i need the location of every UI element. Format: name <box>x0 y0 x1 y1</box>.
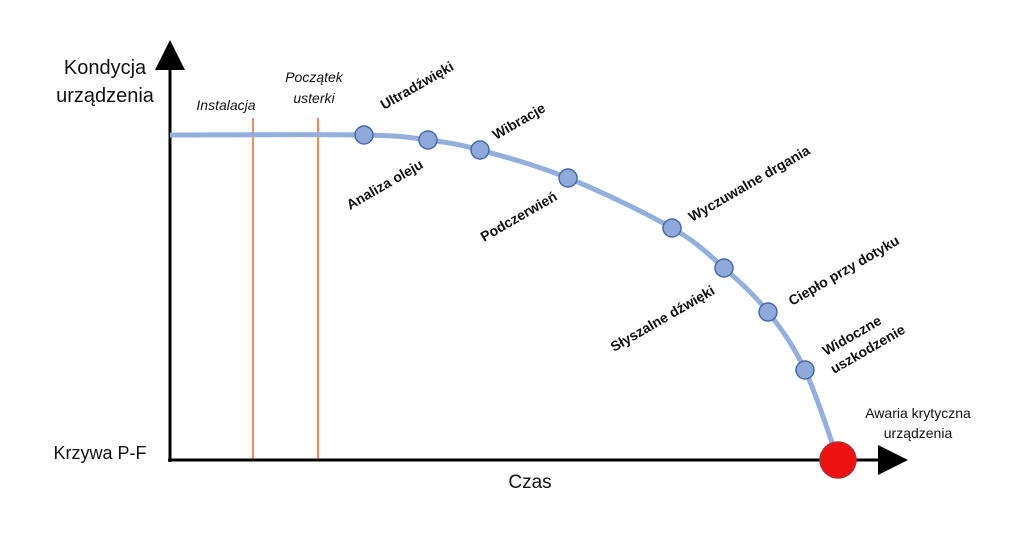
event-label: usterki <box>293 90 335 106</box>
failure-point <box>819 441 857 479</box>
node-label: Wyczuwalne drgania <box>686 142 813 225</box>
node-label: Ciepło przy dotyku <box>786 232 902 308</box>
node-point <box>418 130 438 150</box>
node-point <box>662 218 682 238</box>
node-label: Ultradźwięki <box>378 58 457 113</box>
node-label: Wibracje <box>490 100 549 143</box>
node-point <box>795 360 815 380</box>
failure-label: Awaria krytyczna <box>865 405 971 421</box>
event-label: Instalacja <box>196 97 255 113</box>
y-axis-label: Kondycja <box>64 57 147 79</box>
node-point <box>558 168 578 188</box>
node-label: Analiza oleju <box>344 156 426 213</box>
node-label: Słyszalne dźwięki <box>608 282 718 355</box>
x-axis-label: Czas <box>508 472 551 493</box>
failure-label: urządzenia <box>884 425 953 441</box>
node-point <box>714 258 734 278</box>
event-label: Początek <box>285 69 344 85</box>
title: Krzywa P-F <box>53 443 146 463</box>
node-point <box>354 125 374 145</box>
node-label: Podczerwień <box>478 188 560 245</box>
y-axis-label: urządzenia <box>56 85 155 107</box>
node-point <box>758 302 778 322</box>
node-point <box>470 140 490 160</box>
